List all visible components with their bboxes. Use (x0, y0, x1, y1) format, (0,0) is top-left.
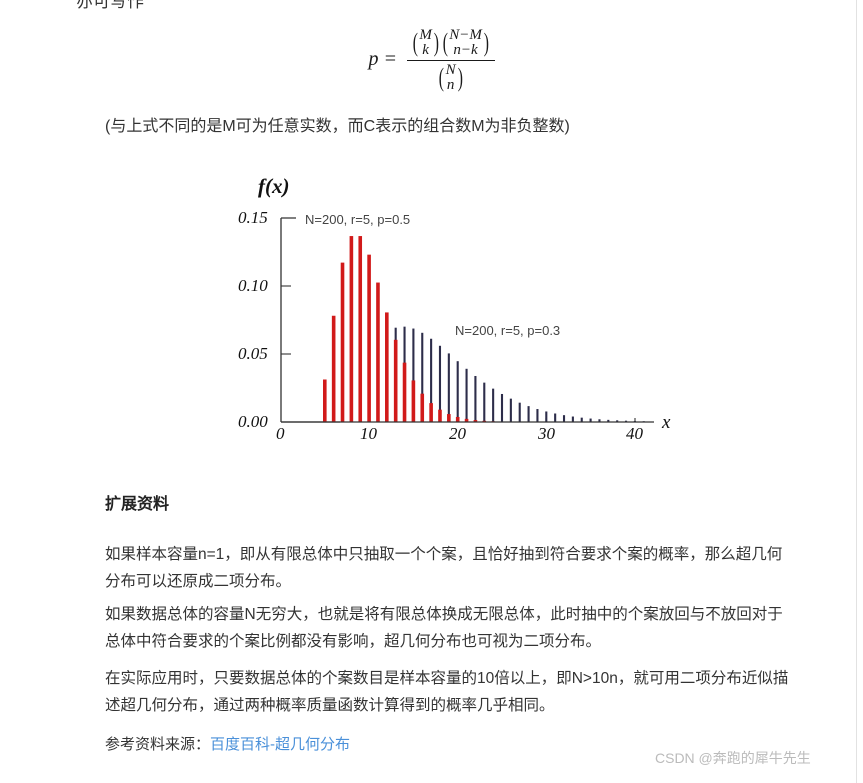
svg-text:x: x (661, 412, 671, 433)
